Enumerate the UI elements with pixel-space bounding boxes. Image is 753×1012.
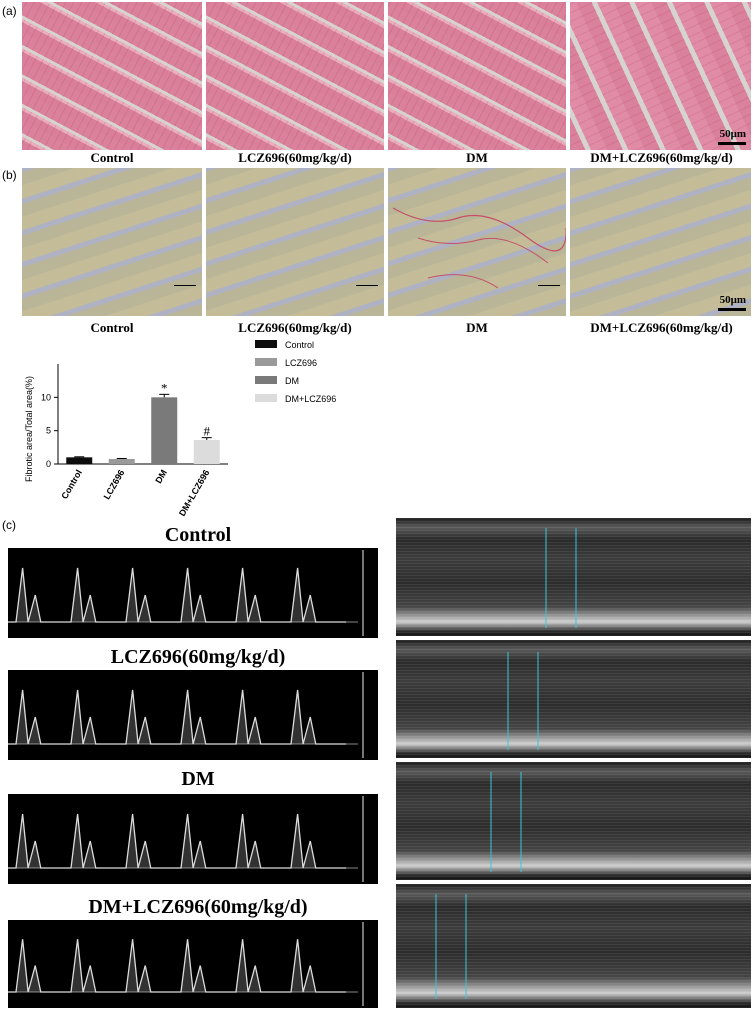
he-image-dm-lcz696: 50μm: [570, 2, 751, 150]
x-tick-label: LCZ696: [102, 468, 127, 501]
mmode-dm: [396, 762, 751, 880]
echo-title-dm: DM: [181, 768, 215, 790]
sr-image-lcz696: [206, 168, 384, 316]
doppler-dm: [8, 794, 378, 884]
he-caption-control: Control: [90, 150, 134, 165]
sr-image-dm-lcz696: 50μm: [570, 168, 751, 316]
he-image-control: [22, 2, 202, 150]
doppler-dm-lcz696: [8, 920, 378, 1008]
doppler-control: [8, 548, 378, 638]
scale-bar-small: [538, 285, 560, 286]
sr-image-control: [22, 168, 202, 316]
echo-title-lcz696: LCZ696(60mg/kg/d): [110, 646, 286, 668]
x-tick-label: DM+LCZ696: [177, 468, 212, 518]
fibrosis-bar-chart: 0 5 10 Fibrotic area/Total area(%) Control LC…: [24, 340, 336, 518]
legend-swatch: [255, 394, 277, 402]
echo-title-control: Control: [164, 524, 232, 546]
bar-control: [66, 457, 93, 464]
scale-bar-small: [356, 285, 378, 286]
scale-bar: [718, 308, 746, 311]
legend-entry: Control: [285, 340, 314, 350]
scale-bar-label: 50μm: [719, 128, 746, 140]
he-caption-lcz696: LCZ696(60mg/kg/d): [238, 150, 352, 165]
doppler-lcz696: [8, 670, 378, 760]
echo-title-dm-lcz696: DM+LCZ696(60mg/kg/d): [88, 896, 308, 918]
legend-swatch: [255, 376, 277, 384]
scale-bar-small: [174, 285, 196, 286]
mmode-control: [396, 518, 751, 636]
scale-bar-label: 50μm: [719, 294, 746, 306]
legend-swatch: [255, 340, 277, 348]
sr-caption-dm-lcz696: DM+LCZ696(60mg/kg/d): [590, 320, 733, 335]
sr-caption-dm: DM: [466, 320, 488, 335]
x-tick-label: Control: [59, 468, 84, 501]
significance-mark: #: [204, 424, 211, 439]
y-axis-label: Fibrotic area/Total area(%): [24, 376, 34, 482]
panel-a-label: (a): [2, 4, 17, 18]
mmode-lcz696: [396, 640, 751, 758]
x-tick-label: DM: [153, 468, 169, 485]
y-tick-label: 10: [41, 392, 51, 402]
he-caption-dm: DM: [466, 150, 488, 165]
bar-dm-lcz696: [193, 440, 220, 464]
panel-b-label: (b): [2, 168, 17, 182]
panel-c-label: (c): [2, 518, 16, 532]
bar-lcz696: [108, 459, 135, 464]
mmode-dm-lcz696: [396, 884, 751, 1008]
legend-entry: LCZ696: [285, 358, 317, 368]
sr-caption-lcz696: LCZ696(60mg/kg/d): [238, 320, 352, 335]
sr-caption-control: Control: [90, 320, 134, 335]
legend-entry: DM+LCZ696: [285, 394, 336, 404]
legend-swatch: [255, 358, 277, 366]
he-image-dm: [388, 2, 566, 150]
legend-entry: DM: [285, 376, 299, 386]
significance-mark: *: [161, 380, 168, 395]
he-image-lcz696: [206, 2, 384, 150]
sr-image-dm: [388, 168, 566, 316]
y-tick-label: 5: [46, 426, 51, 436]
y-tick-label: 0: [46, 459, 51, 469]
he-caption-dm-lcz696: DM+LCZ696(60mg/kg/d): [590, 150, 733, 165]
bar-dm: [151, 397, 178, 464]
scale-bar: [718, 142, 746, 145]
